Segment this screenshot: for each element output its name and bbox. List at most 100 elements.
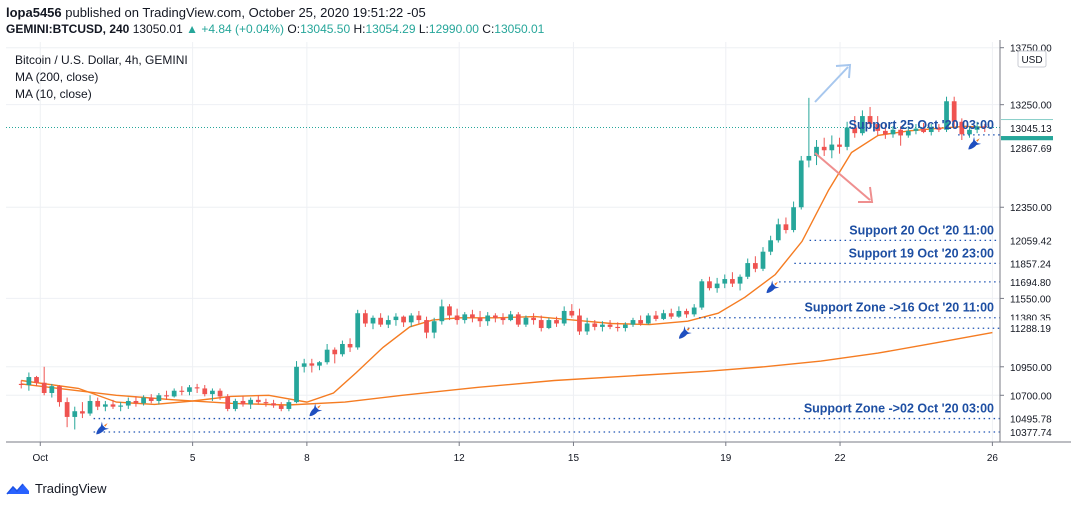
candle [783,217,789,234]
candle-body [255,399,261,403]
support-lines: Support 25 Oct '20 03:00 Support 20 Oct '… [93,118,1000,433]
candle [317,361,322,371]
candle [118,402,124,412]
price-axis[interactable]: 13750.00 13250.00 12350.00 11550.00 10950.00… [999,40,1061,442]
candle [967,126,972,138]
candle-body [875,124,881,131]
candle [844,121,850,151]
candle-body [684,310,689,315]
candle-body [232,400,238,409]
candle-body [95,400,101,407]
candle [408,313,414,327]
candle [202,385,208,397]
candle [600,321,605,332]
candle-body [974,126,980,130]
candle [569,304,575,318]
candle-body [737,276,743,284]
candle [798,155,804,210]
level-badge [1001,273,1061,290]
candle [431,317,437,339]
candle [87,395,93,416]
tradingview-brand[interactable]: TradingView [6,481,107,496]
candle-body [584,323,590,332]
candle [752,256,758,273]
support-label: Support 25 Oct '20 03:00 [849,118,994,132]
candle-body [164,395,169,397]
candle [607,320,613,330]
candle-body [829,144,835,151]
candle-body [301,363,307,367]
candle [164,390,169,400]
candle-body [370,317,376,324]
candle [324,343,330,365]
x-tick-label: Oct [32,453,48,464]
candle-body [607,324,613,327]
price-chart[interactable]: Support 25 Oct '20 03:00 Support 20 Oct '… [0,40,1071,474]
price-change: ▲ +4.84 (+0.04%) [186,22,285,36]
x-tick-label: 22 [834,453,846,464]
candle [661,309,666,321]
candle-body [531,317,536,321]
candle-body [447,306,452,316]
candle-body [210,390,215,395]
candle-body [362,313,368,324]
candle [125,397,131,409]
level-badge-label: 13045.13 [1010,124,1052,135]
candle-body [921,128,926,133]
candle [691,304,697,317]
candle-body [110,404,116,407]
candle-body [691,307,697,315]
level-badge-label: 11288.19 [1010,324,1051,335]
symbol-label: GEMINI:BTCUSD, 240 [6,22,130,36]
candle [852,116,858,138]
candle [462,312,468,324]
candle-body [34,377,39,383]
candle [500,313,506,325]
candle-body [730,279,735,284]
candle-body [775,224,781,241]
candle-body [645,315,651,324]
candle-body [87,400,93,414]
candle-body [768,240,774,252]
candle [401,315,406,327]
candle [294,361,299,404]
candle-body [600,324,605,327]
high-value: 13054.29 [365,22,416,36]
level-badge [1001,410,1061,427]
candle-body [454,315,460,321]
candle [584,317,590,335]
candle-body [577,315,582,332]
candle-body [194,387,200,389]
candle-body [248,399,254,405]
candle-body [661,313,666,319]
candle-body [416,315,422,321]
candle-body [798,160,804,208]
currency-badge: USD [1017,50,1047,68]
time-axis[interactable]: Oct58121519222629 [6,441,1071,464]
candle-body [523,317,529,325]
candle-body [844,127,850,147]
candle-body [745,263,751,277]
arrow-down-icon [814,152,874,203]
candle [837,137,842,154]
ma200-line [21,331,993,406]
candle-body [554,320,559,324]
candle-body [263,402,269,404]
candle [921,122,926,134]
publisher-name[interactable]: lopa5456 [6,5,62,20]
candle [730,272,735,288]
candle [378,313,384,327]
level-badge-label: 12867.69 [1010,144,1052,155]
ohlc-line: GEMINI:BTCUSD, 240 13050.01 ▲ +4.84 (+0.… [6,22,544,36]
candle [867,106,873,128]
open-value: 13045.50 [300,22,351,36]
candle [508,310,514,322]
candle-body [538,320,544,329]
candle [248,397,254,409]
candle-body [837,144,842,147]
candle-body [485,315,491,322]
candle [622,322,628,332]
support-label: Support Zone ->02 Oct '20 03:00 [804,402,994,416]
candle [477,310,483,327]
candle-body [791,207,796,231]
